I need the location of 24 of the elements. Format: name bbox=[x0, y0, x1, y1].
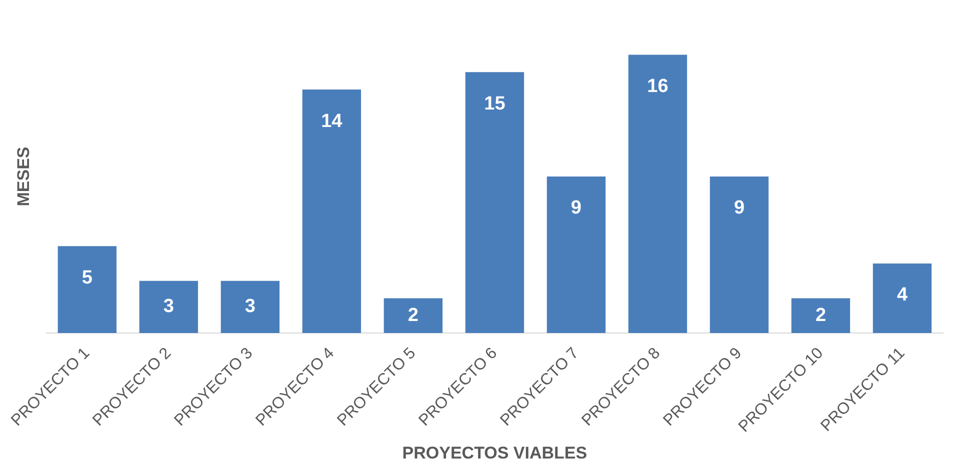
data-label: 4 bbox=[896, 284, 908, 306]
data-label: 9 bbox=[570, 198, 582, 219]
bar bbox=[628, 54, 688, 334]
bar bbox=[139, 280, 198, 334]
bar bbox=[872, 263, 932, 334]
bar bbox=[791, 298, 850, 334]
data-label: 2 bbox=[815, 304, 826, 326]
data-label: 5 bbox=[82, 267, 93, 288]
data-label: 3 bbox=[244, 296, 256, 318]
bar bbox=[465, 72, 524, 334]
data-label: 14 bbox=[321, 110, 343, 132]
data-label: 2 bbox=[408, 304, 418, 326]
data-label: 3 bbox=[163, 296, 174, 318]
bar bbox=[302, 90, 362, 334]
data-label: 16 bbox=[647, 76, 668, 98]
x-axis-title: PROYECTOS VIABLES bbox=[402, 443, 588, 462]
bar bbox=[384, 298, 443, 334]
data-label: 9 bbox=[734, 198, 745, 219]
data-label: 15 bbox=[484, 93, 506, 114]
bar bbox=[710, 176, 769, 334]
bar bbox=[58, 246, 116, 334]
bar bbox=[220, 280, 280, 334]
bar bbox=[546, 176, 606, 334]
y-axis-title: MESES bbox=[14, 146, 33, 206]
